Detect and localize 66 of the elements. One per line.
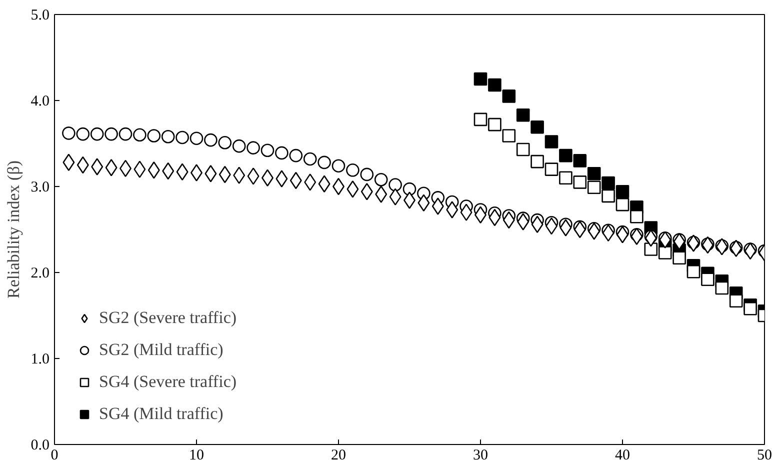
point xyxy=(587,180,601,194)
legend-label: SG4 (Mild traffic) xyxy=(99,404,224,424)
x-tick-label: 10 xyxy=(189,448,204,464)
point xyxy=(616,185,630,198)
point xyxy=(672,251,686,265)
legend-label: SG4 (Severe traffic) xyxy=(99,372,237,392)
point xyxy=(530,120,544,134)
point xyxy=(531,216,544,233)
point xyxy=(560,219,572,236)
point xyxy=(516,108,530,122)
point xyxy=(304,174,316,191)
point xyxy=(544,135,558,148)
point xyxy=(686,264,700,278)
x-tick-label: 20 xyxy=(331,448,346,464)
point xyxy=(474,72,488,86)
point xyxy=(630,210,644,224)
point xyxy=(360,183,373,200)
point xyxy=(502,90,516,103)
point xyxy=(715,281,729,295)
point xyxy=(516,142,530,156)
point xyxy=(658,246,672,260)
point xyxy=(488,118,502,132)
point xyxy=(91,158,104,176)
x-tick-label: 50 xyxy=(757,448,772,464)
point xyxy=(602,176,615,190)
point xyxy=(544,162,558,176)
point xyxy=(559,148,572,162)
point xyxy=(729,294,743,308)
point xyxy=(659,231,672,248)
point xyxy=(276,170,288,188)
point xyxy=(517,213,530,230)
point xyxy=(588,222,600,240)
y-tick-label: 3.0 xyxy=(30,180,50,196)
point xyxy=(488,78,502,92)
point xyxy=(460,204,472,221)
legend-label: SG2 (Severe traffic) xyxy=(99,308,237,328)
y-tick-label: 4.0 xyxy=(30,94,50,110)
point xyxy=(502,129,516,142)
point xyxy=(389,188,402,206)
point xyxy=(573,176,587,189)
point xyxy=(474,112,488,126)
point xyxy=(616,198,630,212)
y-tick-label: 1.0 xyxy=(30,352,50,368)
y-tick-label: 5.0 xyxy=(30,8,50,24)
point xyxy=(134,160,146,178)
point xyxy=(375,186,388,203)
x-tick-label: 30 xyxy=(473,448,488,464)
point xyxy=(418,194,430,212)
point xyxy=(432,198,444,215)
point xyxy=(587,166,601,180)
legend-label: SG2 (Mild traffic) xyxy=(99,340,224,360)
point xyxy=(446,201,458,218)
point xyxy=(530,154,544,168)
y-axis-title: Reliability index (β) xyxy=(4,160,23,299)
point xyxy=(148,162,160,179)
x-tick-label: 0 xyxy=(50,448,58,464)
point xyxy=(247,168,260,185)
y-tick-label: 2.0 xyxy=(30,266,50,282)
point xyxy=(744,302,757,316)
point xyxy=(233,166,246,184)
point xyxy=(573,154,587,168)
point xyxy=(716,238,728,256)
y-tick-label: 0.0 xyxy=(30,438,50,454)
point xyxy=(701,272,714,286)
x-tick-label: 40 xyxy=(615,448,630,464)
point xyxy=(602,189,615,203)
